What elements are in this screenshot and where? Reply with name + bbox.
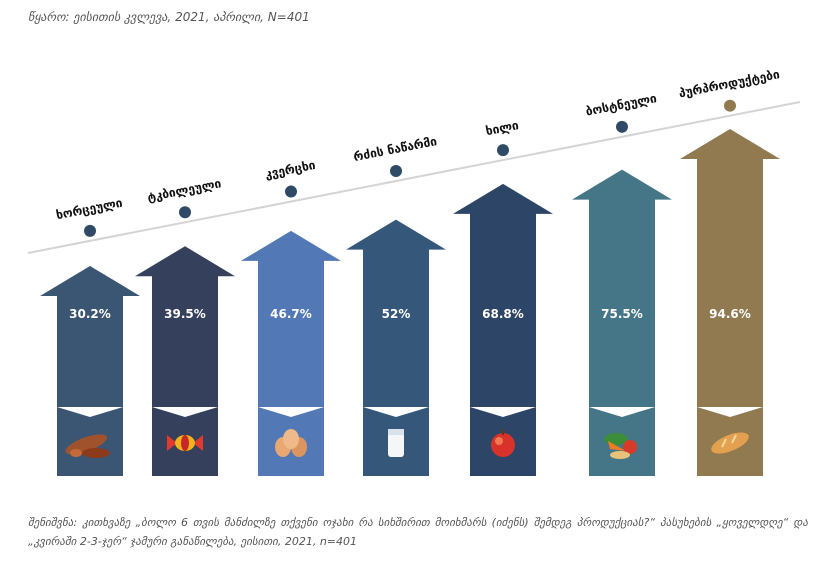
trend-marker [179, 206, 191, 219]
trend-marker [390, 165, 402, 178]
trend-marker [497, 144, 509, 157]
apple-icon [491, 429, 515, 457]
bar-arrow [453, 183, 553, 407]
trend-marker [616, 120, 628, 133]
value-label: 68.8% [482, 307, 524, 321]
value-label: 46.7% [270, 307, 312, 321]
trend-marker [285, 185, 297, 198]
bar-arrow [680, 129, 780, 407]
bar-arrow [135, 246, 235, 407]
candy-icon [167, 435, 203, 451]
sausage-icon [65, 434, 110, 458]
trend-marker [84, 224, 96, 237]
trend-line [27, 101, 801, 254]
footnote: შენიშვნა: კითხვაზე „ბოლო 6 თვის მანძილზე… [28, 516, 808, 548]
bar-arrow [241, 230, 341, 407]
milk-icon [388, 429, 404, 457]
vegetables-icon [604, 433, 637, 459]
value-label: 94.6% [709, 307, 751, 321]
value-label: 39.5% [164, 307, 206, 321]
category-label: ბოსტნეული [585, 91, 659, 119]
bar-arrow [346, 219, 446, 407]
trend-marker [724, 99, 736, 112]
value-label: 75.5% [601, 307, 643, 321]
bar-arrow [572, 169, 672, 407]
category-label: რძის ნაწარმი [352, 134, 438, 164]
category-label: კვერცხი [264, 158, 317, 182]
category-label: ტკბილეული [146, 176, 222, 204]
category-label: ხილი [485, 118, 521, 138]
value-label: 30.2% [69, 307, 111, 321]
bread-icon [711, 432, 749, 454]
source-note: წყარო: ეისითის კვლევა, 2021, აპრილი, N=4… [28, 10, 310, 24]
category-label: ხორცეული [55, 196, 124, 223]
eggs-icon [275, 429, 307, 457]
bar-arrow [40, 266, 140, 407]
category-label: პურპროდუქტები [678, 67, 781, 100]
value-label: 52% [382, 307, 411, 321]
